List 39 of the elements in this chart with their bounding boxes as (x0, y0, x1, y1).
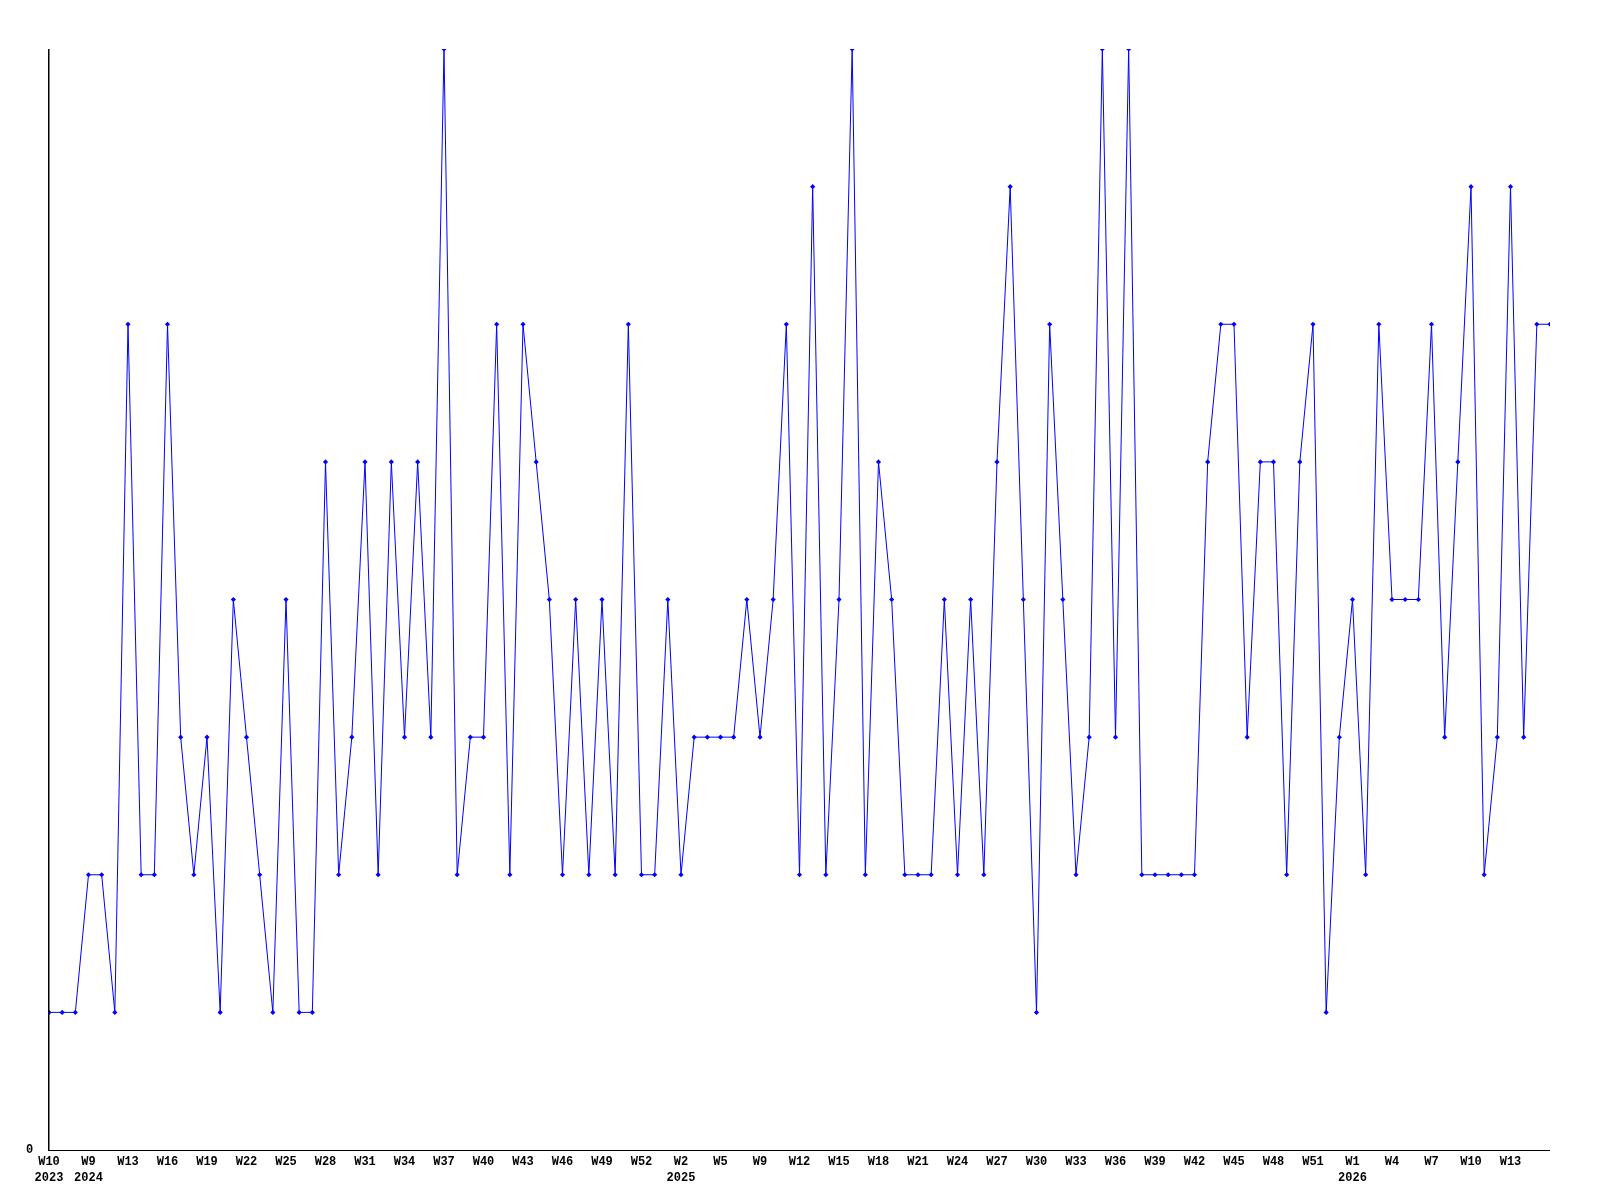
x-tick-label: W9 (752, 1155, 768, 1170)
x-tick-label: W33 (1065, 1155, 1087, 1170)
x-tick-label: W5 (713, 1155, 728, 1170)
x-tick-label: W19 (196, 1155, 218, 1170)
x-tick-label: W51 (1302, 1155, 1324, 1170)
x-tick-label: W43 (512, 1155, 534, 1170)
x-tick-label: W30 (1025, 1155, 1048, 1170)
x-tick-label: W39 (1144, 1155, 1166, 1170)
x-tick-label: W9 2024 (74, 1155, 103, 1185)
x-tick-label: W42 (1183, 1155, 1206, 1170)
x-tick-label: W21 (907, 1155, 929, 1170)
x-tick-label: W36 (1104, 1155, 1127, 1170)
x-tick-label: W34 (393, 1155, 416, 1170)
x-tick-label: W7 (1424, 1155, 1439, 1170)
x-tick-label: W4 (1384, 1155, 1400, 1170)
x-tick-label: W37 (433, 1155, 455, 1170)
x-tick-label: W10 (1460, 1155, 1482, 1170)
x-tick-label: W10 2023 (34, 1155, 64, 1185)
x-tick-label: W2 2025 (666, 1155, 696, 1185)
x-tick-label: W45 (1223, 1155, 1245, 1170)
x-tick-label: W16 (156, 1155, 179, 1170)
x-tick-label: W12 (788, 1155, 811, 1170)
x-tick-label: W15 (828, 1155, 850, 1170)
x-tick-label: W13 (1499, 1155, 1522, 1170)
x-tick-label: W1 2026 (1338, 1155, 1367, 1185)
x-tick-label: W31 (354, 1155, 376, 1170)
x-tick-label: W40 (472, 1155, 495, 1170)
x-tick-label: W27 (986, 1155, 1008, 1170)
x-tick-label: W24 (946, 1155, 969, 1170)
x-tick-label: W25 (275, 1155, 297, 1170)
x-tick-label: W49 (591, 1155, 613, 1170)
x-tick-label: W48 (1262, 1155, 1285, 1170)
x-tick-label: W28 (314, 1155, 337, 1170)
x-tick-label: W13 (117, 1155, 139, 1170)
x-tick-label: W18 (867, 1155, 890, 1170)
x-tick-label: W22 (235, 1155, 258, 1170)
text: 0 (26, 1143, 34, 1157)
x-tick-label: W52 (630, 1155, 653, 1170)
x-tick-label: W46 (551, 1155, 574, 1170)
